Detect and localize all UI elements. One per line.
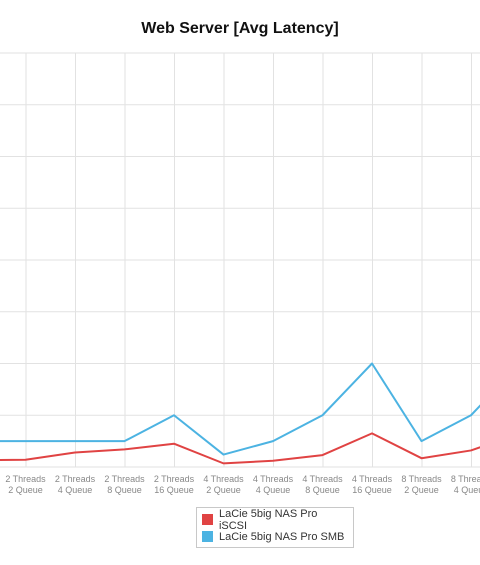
x-tick-label-line: 8 Queue xyxy=(305,485,340,495)
x-tick-label-line: 4 Threads xyxy=(253,474,294,484)
x-tick-label-line: 4 Queue xyxy=(256,485,291,495)
x-tick-label-line: 2 Queue xyxy=(8,485,43,495)
x-tick-label: 8 Threads 2 Queue xyxy=(401,474,442,495)
legend-swatch-iscsi xyxy=(202,514,213,525)
x-tick-label: 2 Threads 16 Queue xyxy=(154,474,195,495)
x-tick-label-line: 4 Queue xyxy=(454,485,480,495)
x-tick-label: 2 Threads 4 Queue xyxy=(55,474,96,495)
x-tick-label-line: 2 Threads xyxy=(55,474,96,484)
x-tick-label-line: 4 Threads xyxy=(203,474,244,484)
x-tick-label-line: 4 Threads xyxy=(352,474,393,484)
x-tick-label-line: 2 Threads xyxy=(154,474,195,484)
x-tick-label: 4 Threads 4 Queue xyxy=(253,474,294,495)
legend-label-smb: LaCie 5big NAS Pro SMB xyxy=(219,530,345,543)
x-tick-label-line: 8 Threads xyxy=(451,474,480,484)
series-line-smb xyxy=(0,362,480,456)
x-tick-label-line: 4 Queue xyxy=(58,485,93,495)
x-tick-label-line: 8 Threads xyxy=(401,474,442,484)
series-line-iscsi xyxy=(0,432,480,465)
legend-item-iscsi: LaCie 5big NAS Pro iSCSI xyxy=(202,508,348,532)
chart-title: Web Server [Avg Latency] xyxy=(141,20,339,37)
x-tick-label-line: 2 Threads xyxy=(5,474,46,484)
x-tick-label-line: 8 Queue xyxy=(107,485,142,495)
x-tick-label: 2 Threads 2 Queue xyxy=(5,474,46,495)
chart-legend: LaCie 5big NAS Pro iSCSI LaCie 5big NAS … xyxy=(196,507,354,548)
x-tick-label-line: 2 Queue xyxy=(206,485,241,495)
x-tick-label: 2 Threads 8 Queue xyxy=(104,474,145,495)
x-tick-label-line: 2 Threads xyxy=(104,474,145,484)
legend-item-smb: LaCie 5big NAS Pro SMB xyxy=(202,528,348,545)
x-tick-label: 4 Threads 16 Queue xyxy=(352,474,393,495)
x-tick-label: 4 Threads 8 Queue xyxy=(302,474,343,495)
x-tick-label-line: 2 Queue xyxy=(404,485,439,495)
x-tick-label-line: 4 Threads xyxy=(302,474,343,484)
legend-label-iscsi: LaCie 5big NAS Pro iSCSI xyxy=(218,507,318,532)
legend-swatch-smb xyxy=(202,531,213,542)
x-tick-label-line: 16 Queue xyxy=(154,485,194,495)
x-tick-label: 4 Threads 2 Queue xyxy=(203,474,244,495)
x-tick-label-line: 16 Queue xyxy=(352,485,392,495)
